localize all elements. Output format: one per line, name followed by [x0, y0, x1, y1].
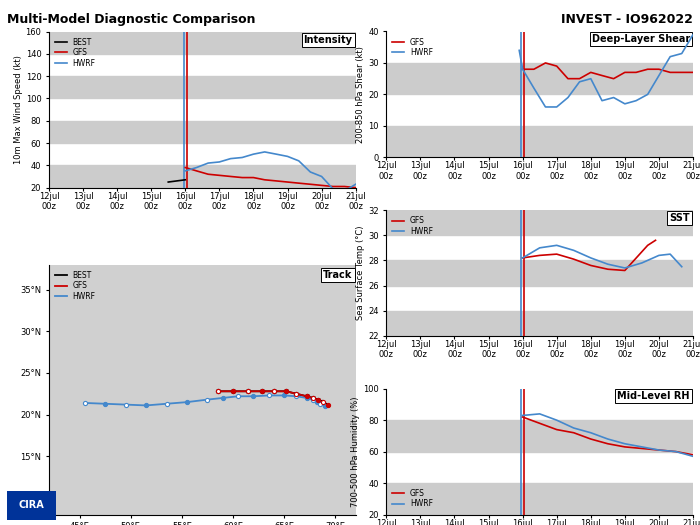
Text: Intensity: Intensity	[304, 35, 353, 45]
Bar	[49, 121, 356, 143]
Legend: BEST, GFS, HWRF: BEST, GFS, HWRF	[52, 269, 98, 303]
Legend: BEST, GFS, HWRF: BEST, GFS, HWRF	[52, 35, 98, 70]
Text: Track: Track	[323, 270, 353, 280]
Y-axis label: 10m Max Wind Speed (kt): 10m Max Wind Speed (kt)	[14, 55, 22, 164]
Text: CIRA: CIRA	[19, 500, 44, 510]
Y-axis label: 200-850 hPa Shear (kt): 200-850 hPa Shear (kt)	[356, 46, 365, 143]
Bar	[49, 165, 356, 187]
Bar	[386, 420, 693, 451]
Bar	[49, 32, 356, 54]
Bar	[386, 311, 693, 336]
Bar	[386, 126, 693, 158]
Legend: GFS, HWRF: GFS, HWRF	[390, 487, 435, 511]
Y-axis label: Sea Surface Temp (°C): Sea Surface Temp (°C)	[356, 226, 365, 320]
Text: Deep-Layer Shear: Deep-Layer Shear	[592, 34, 690, 44]
Text: SST: SST	[669, 213, 690, 223]
Text: Multi-Model Diagnostic Comparison: Multi-Model Diagnostic Comparison	[7, 13, 256, 26]
Legend: GFS, HWRF: GFS, HWRF	[390, 35, 435, 59]
Legend: GFS, HWRF: GFS, HWRF	[390, 214, 435, 238]
Text: Mid-Level RH: Mid-Level RH	[617, 391, 690, 401]
Bar	[386, 63, 693, 94]
Text: INVEST - IO962022: INVEST - IO962022	[561, 13, 693, 26]
Bar	[386, 260, 693, 286]
Bar	[49, 76, 356, 98]
Bar	[386, 210, 693, 235]
Bar	[386, 483, 693, 514]
Y-axis label: 700-500 hPa Humidity (%): 700-500 hPa Humidity (%)	[351, 396, 360, 507]
